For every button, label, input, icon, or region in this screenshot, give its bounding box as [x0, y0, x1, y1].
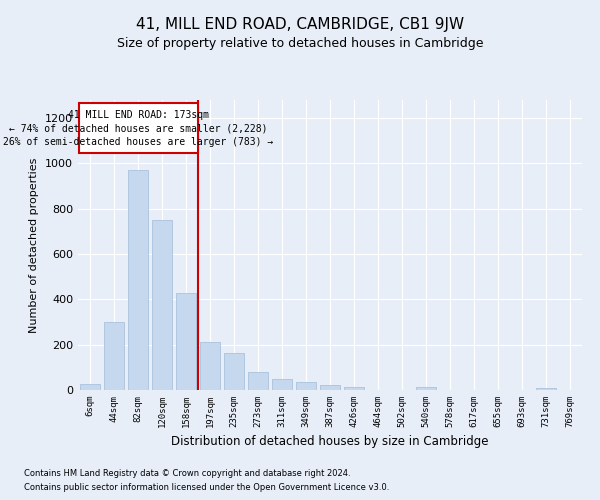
Bar [320, 386, 340, 390]
Text: Contains HM Land Registry data © Crown copyright and database right 2024.: Contains HM Land Registry data © Crown c… [24, 468, 350, 477]
Bar [128, 170, 148, 390]
Bar [248, 372, 268, 390]
Bar [176, 292, 196, 390]
Text: 41 MILL END ROAD: 173sqm: 41 MILL END ROAD: 173sqm [68, 110, 209, 120]
Text: 26% of semi-detached houses are larger (783) →: 26% of semi-detached houses are larger (… [3, 137, 274, 147]
X-axis label: Distribution of detached houses by size in Cambridge: Distribution of detached houses by size … [171, 436, 489, 448]
Text: ← 74% of detached houses are smaller (2,228): ← 74% of detached houses are smaller (2,… [9, 124, 268, 134]
Bar [224, 352, 244, 390]
Bar [200, 342, 220, 390]
Bar [536, 388, 556, 390]
Bar [296, 382, 316, 390]
Bar [104, 322, 124, 390]
Bar [152, 220, 172, 390]
Text: 41, MILL END ROAD, CAMBRIDGE, CB1 9JW: 41, MILL END ROAD, CAMBRIDGE, CB1 9JW [136, 18, 464, 32]
Bar [344, 386, 364, 390]
Text: Contains public sector information licensed under the Open Government Licence v3: Contains public sector information licen… [24, 484, 389, 492]
Text: Size of property relative to detached houses in Cambridge: Size of property relative to detached ho… [117, 38, 483, 51]
FancyBboxPatch shape [79, 104, 197, 152]
Y-axis label: Number of detached properties: Number of detached properties [29, 158, 40, 332]
Bar [416, 386, 436, 390]
Bar [272, 378, 292, 390]
Bar [80, 384, 100, 390]
